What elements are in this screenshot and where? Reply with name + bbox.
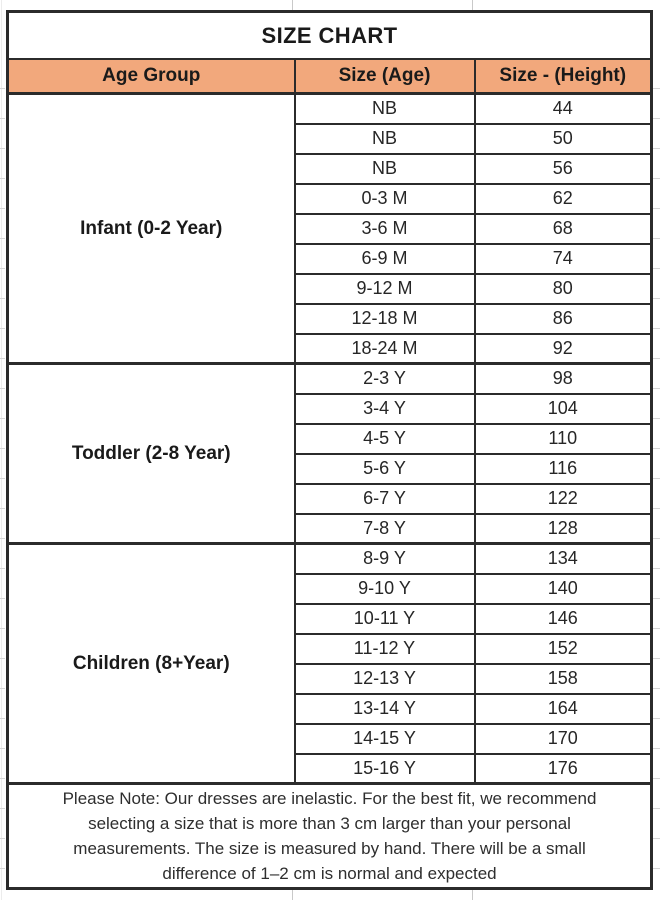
size-height-cell: 134	[473, 542, 653, 575]
note-line: Please Note: Our dresses are inelastic. …	[62, 789, 597, 808]
size-age-cell: 3-6 M	[293, 212, 476, 245]
size-age-cell: 12-18 M	[293, 302, 476, 335]
table-row: 11-12 Y 152	[8, 632, 653, 665]
size-age-cell: 5-6 Y	[293, 452, 476, 485]
size-age-cell: 10-11 Y	[293, 602, 476, 635]
size-age-cell: 15-16 Y	[293, 752, 476, 785]
size-age-cell: 9-12 M	[293, 272, 476, 305]
size-age-cell: 0-3 M	[293, 182, 476, 215]
size-age-cell: 6-9 M	[293, 242, 476, 275]
size-age-cell: 12-13 Y	[293, 662, 476, 695]
note-line: measurements. The size is measured by ha…	[73, 839, 586, 858]
table-row: NB 56	[8, 152, 653, 185]
sheet-gridline-top-col1	[292, 0, 293, 10]
sheet-row-ticks-left	[0, 88, 5, 886]
size-height-cell: 104	[473, 392, 653, 425]
size-height-cell: 68	[473, 212, 653, 245]
size-age-cell: 13-14 Y	[293, 692, 476, 725]
column-header-age-group: Age Group	[6, 58, 296, 95]
size-height-cell: 98	[473, 362, 653, 395]
table-row: 3-4 Y 104	[8, 392, 653, 425]
table-row: 6-9 M 74	[8, 242, 653, 275]
table-row: 14-15 Y 170	[8, 722, 653, 755]
size-age-cell: 11-12 Y	[293, 632, 476, 665]
size-age-cell: 18-24 M	[293, 332, 476, 365]
table-row: 18-24 M 92	[8, 332, 653, 365]
table-row: 12-13 Y 158	[8, 662, 653, 695]
size-height-cell: 62	[473, 182, 653, 215]
size-height-cell: 110	[473, 422, 653, 455]
table-row: 12-18 M 86	[8, 302, 653, 335]
size-age-cell: 8-9 Y	[293, 542, 476, 575]
size-age-cell: NB	[293, 152, 476, 185]
size-height-cell: 128	[473, 512, 653, 545]
table-row: Infant (0-2 Year) NB 44	[6, 92, 653, 365]
table-row: 5-6 Y 116	[8, 452, 653, 485]
age-group-cell: Children (8+Year)	[6, 542, 296, 785]
size-height-cell: 140	[473, 572, 653, 605]
size-age-cell: 3-4 Y	[293, 392, 476, 425]
sheet-gridline-bottom-col1	[292, 887, 293, 900]
size-height-cell: 50	[473, 122, 653, 155]
size-height-cell: 176	[473, 752, 653, 785]
table-row: 0-3 M 62	[8, 182, 653, 215]
column-header-size-height: Size - (Height)	[473, 58, 653, 95]
size-age-cell: NB	[293, 122, 476, 155]
size-age-cell: NB	[293, 92, 476, 125]
table-row: 15-16 Y 176	[8, 752, 653, 785]
table-row: 9-12 M 80	[8, 272, 653, 305]
note-row: Please Note: Our dresses are inelastic. …	[6, 782, 653, 890]
table-row: 10-11 Y 146	[8, 602, 653, 635]
size-height-cell: 74	[473, 242, 653, 275]
table-row: 6-7 Y 122	[8, 482, 653, 515]
table-row: 13-14 Y 164	[8, 692, 653, 725]
age-group-cell: Toddler (2-8 Year)	[6, 362, 296, 545]
size-height-cell: 158	[473, 662, 653, 695]
size-age-cell: 9-10 Y	[293, 572, 476, 605]
table-row: 4-5 Y 110	[8, 422, 653, 455]
table-body: Infant (0-2 Year) NB 44 NB 50 NB 56 0-3 M 62 3-6 …	[6, 92, 653, 785]
size-height-cell: 92	[473, 332, 653, 365]
size-height-cell: 152	[473, 632, 653, 665]
size-age-cell: 6-7 Y	[293, 482, 476, 515]
size-age-cell: 2-3 Y	[293, 362, 476, 395]
age-group-cell: Infant (0-2 Year)	[6, 92, 296, 365]
size-height-cell: 80	[473, 272, 653, 305]
column-header-size-age: Size (Age)	[293, 58, 476, 95]
table-row: Children (8+Year) 8-9 Y 134	[6, 542, 653, 785]
size-chart-table: SIZE CHART Age Group Size (Age) Size - (…	[6, 10, 654, 890]
size-height-cell: 56	[473, 152, 653, 185]
size-age-cell: 14-15 Y	[293, 722, 476, 755]
size-height-cell: 146	[473, 602, 653, 635]
size-height-cell: 44	[473, 92, 653, 125]
size-age-cell: 4-5 Y	[293, 422, 476, 455]
title-row: SIZE CHART	[6, 10, 653, 60]
table-row: Toddler (2-8 Year) 2-3 Y 98	[6, 362, 653, 545]
column-header-row: Age Group Size (Age) Size - (Height)	[6, 58, 653, 95]
chart-title: SIZE CHART	[6, 10, 653, 60]
size-height-cell: 170	[473, 722, 653, 755]
note-line: difference of 1–2 cm is normal and expec…	[162, 864, 497, 883]
note-line: selecting a size that is more than 3 cm …	[88, 814, 571, 833]
table-row: 3-6 M 68	[8, 212, 653, 245]
size-height-cell: 122	[473, 482, 653, 515]
sheet-gridline-top-col2	[472, 0, 473, 10]
size-age-cell: 7-8 Y	[293, 512, 476, 545]
note-cell: Please Note: Our dresses are inelastic. …	[6, 782, 653, 890]
size-height-cell: 86	[473, 302, 653, 335]
size-height-cell: 116	[473, 452, 653, 485]
sheet-gridline-bottom-col2	[472, 887, 473, 900]
sheet-row-ticks-right	[652, 88, 660, 886]
size-height-cell: 164	[473, 692, 653, 725]
table-row: NB 50	[8, 122, 653, 155]
table-row: 9-10 Y 140	[8, 572, 653, 605]
table-row: 7-8 Y 128	[8, 512, 653, 545]
